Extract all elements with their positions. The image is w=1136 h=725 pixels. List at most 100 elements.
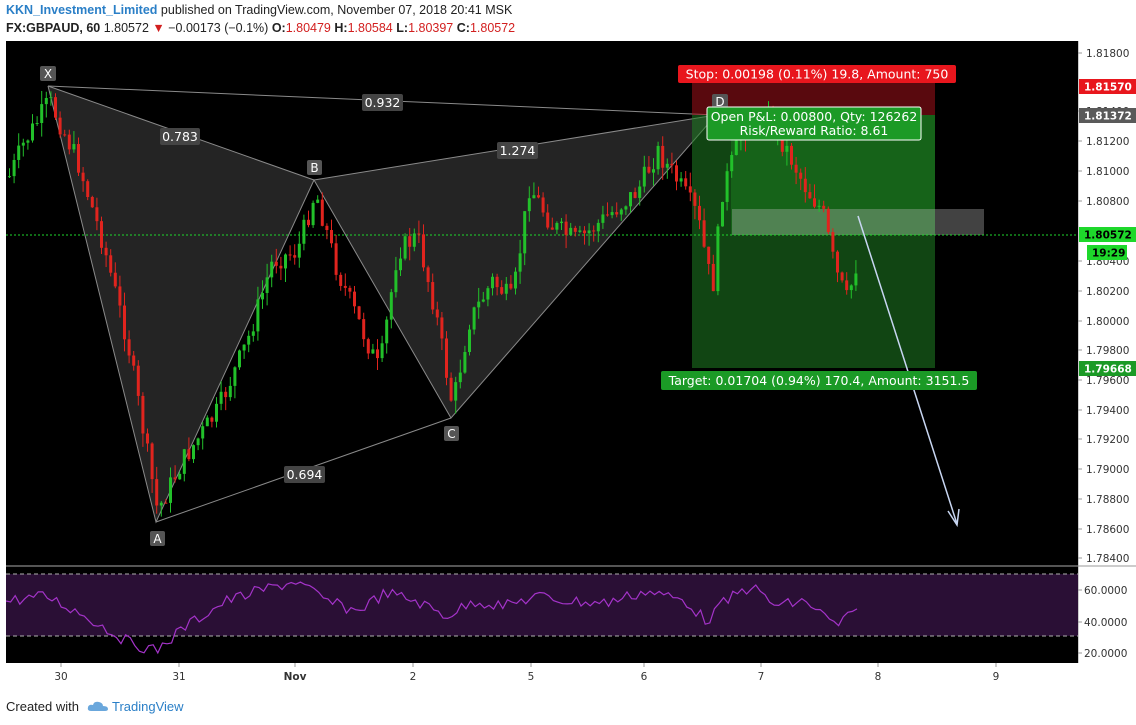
target-info-box[interactable]: Target: 0.01704 (0.94%) 170.4, Amount: 3… [661,371,977,390]
candle-body [854,273,858,286]
candle-body [265,277,269,293]
svg-text:20.0000: 20.0000 [1084,648,1127,660]
svg-text:A: A [153,532,162,546]
price-tick-1.80000: 1.80000 [1078,316,1129,328]
candle-body [541,197,545,213]
candle-body [31,123,34,141]
candle-body [274,261,278,266]
svg-text:D: D [715,95,724,109]
candle-body [251,331,255,336]
candle-body [58,117,62,135]
target-price-tag: 1.79668 [1079,361,1136,376]
price-axis[interactable]: 1.81800 1.81400 1.81200 1.81000 1.80800 … [1077,41,1136,663]
candle-body [808,192,812,199]
price-chart-canvas[interactable]: X A B C D 0.783 0.932 1.274 0.694 Stop: … [6,41,1078,663]
candle-body [113,272,117,287]
stop-info-box[interactable]: Stop: 0.00198 (0.11%) 19.8, Amount: 750 [678,65,956,83]
author-link[interactable]: KKN_Investment_Limited [6,3,158,17]
candle-body [560,221,563,224]
candle-body [330,230,333,244]
candle-body [721,201,724,227]
svg-text:1.80000: 1.80000 [1086,316,1129,328]
pnl-info-box[interactable]: Open P&L: 0.00800, Qty: 126262 Risk/Rewa… [706,106,922,141]
candle-body [564,221,568,235]
time-axis[interactable]: 30 31 Nov 2 5 6 7 8 9 [6,663,1078,691]
open-value: 1.80479 [285,21,331,35]
candle-body [242,344,246,351]
svg-text:19:29: 19:29 [1092,248,1125,260]
candle-body [702,220,706,247]
time-label-2: 2 [410,663,416,683]
candle-body [192,445,195,460]
publish-header: KKN_Investment_Limited published on Trad… [6,3,512,17]
price-tick-1.79000: 1.79000 [1078,464,1129,476]
candle-body [481,299,485,302]
candle-body [486,288,490,300]
price-change: −0.00173 (−0.1%) [168,21,269,35]
candle-body [813,198,816,207]
candle-body [334,243,338,275]
candle-body [233,367,237,386]
candle-body [463,352,467,373]
candle-body [228,385,232,398]
last-price: 1.80572 [103,21,149,35]
pattern-bcd-fill [314,115,716,418]
symbol-name: FX:GBPAUD, 60 [6,21,101,35]
candle-body [822,205,826,209]
svg-text:Nov: Nov [284,671,307,683]
candle-body [81,172,85,182]
svg-text:0.783: 0.783 [162,129,198,144]
candle-body [495,276,499,288]
candle-body [49,97,53,99]
rsi-band [6,574,1078,636]
svg-text:1.80200: 1.80200 [1086,286,1129,298]
candle-body [711,263,715,292]
candle-body [610,212,614,216]
candle-body [550,227,554,230]
candle-body [633,192,637,198]
candle-body [169,477,172,503]
candle-body [458,372,462,383]
candle-body [675,165,678,182]
candle-body [362,319,366,340]
candle-body [12,159,16,177]
time-label-30: 30 [54,663,68,683]
time-label-7: 7 [758,663,764,683]
price-tick-1.81000: 1.81000 [1078,166,1129,178]
candle-body [279,265,283,269]
svg-text:1.80800: 1.80800 [1086,196,1129,208]
candle-body [21,142,25,146]
candle-body [537,195,540,198]
tradingview-brand-link[interactable]: TradingView [112,699,184,714]
candle-body [90,197,94,208]
candle-body [8,176,11,178]
price-tick-1.80200: 1.80200 [1078,286,1129,298]
candle-body [182,449,186,474]
candle-body [164,502,168,504]
candle-body [399,258,402,271]
candle-body [532,195,536,199]
point-label-d: D [712,94,728,109]
symbol-bar: FX:GBPAUD, 60 1.80572 ▼ −0.00173 (−0.1%)… [6,21,515,35]
candle-body [307,219,310,226]
candle-body [127,339,131,356]
candle-body [601,214,605,223]
candle-body [794,164,798,173]
svg-text:1.78800: 1.78800 [1086,494,1129,506]
candle-body [615,212,619,215]
projection-arrow [857,215,960,528]
candle-body [629,192,632,207]
candle-body [725,171,729,202]
candle-body [734,140,738,156]
candle-body [141,395,145,434]
svg-text:40.0000: 40.0000 [1084,617,1127,629]
candle-body [63,134,67,136]
candle-body [284,254,287,269]
chart-area[interactable]: X A B C D 0.783 0.932 1.274 0.694 Stop: … [6,41,1078,663]
candle-body [422,234,425,268]
candle-body [504,283,508,294]
pattern-xab-fill [48,86,314,522]
candle-body [146,433,149,444]
supply-box [732,209,984,235]
candle-body [412,233,416,247]
